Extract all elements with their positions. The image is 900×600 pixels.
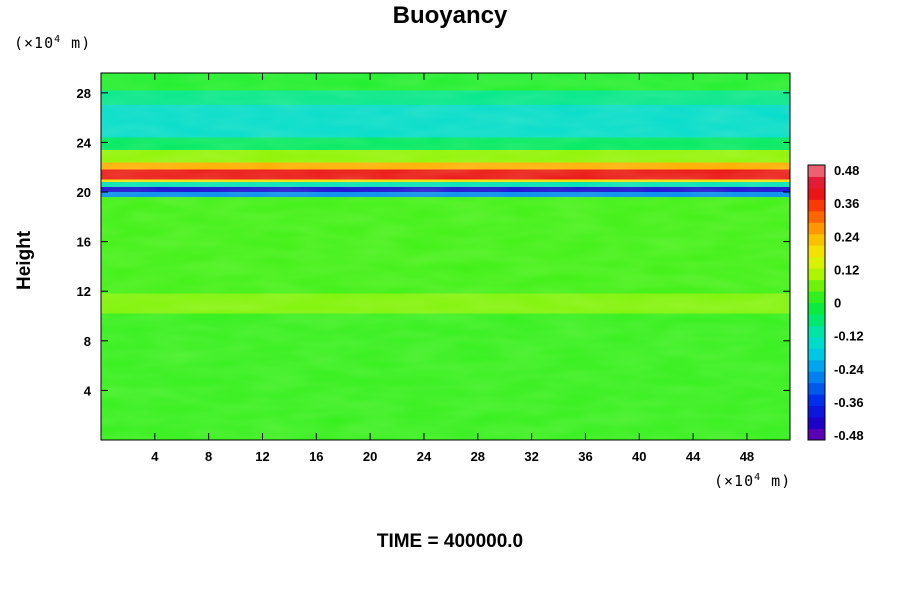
- x-tick-label: 12: [255, 449, 269, 464]
- plot-border: [100, 72, 791, 441]
- y-axis: 4 8 12 16 20 24 28: [77, 86, 790, 398]
- colorbar-level: [808, 291, 825, 303]
- colorbar-tick-label: -0.24: [834, 362, 864, 377]
- colorbar-level: [808, 417, 825, 430]
- colorbar-tick-label: 0: [834, 296, 841, 311]
- x-tick-label: 24: [417, 449, 432, 464]
- x-tick-label: 16: [309, 449, 323, 464]
- colorbar-level: [808, 302, 825, 315]
- colorbar-level: [808, 199, 825, 212]
- colorbar-level: [808, 245, 825, 258]
- x-tick-label: 48: [740, 449, 754, 464]
- colorbar: 0.48 0.36 0.24 0.12 0 -0.12 -0.24 -0.36 -0.48: [807, 163, 864, 443]
- colorbar-tick-label: -0.12: [834, 329, 864, 344]
- x-tick-label: 8: [205, 449, 212, 464]
- colorbar-level: [808, 394, 825, 407]
- colorbar-border: [807, 164, 826, 441]
- y-tick-label: 12: [77, 284, 91, 299]
- x-axis: 4 8 12 16 20 24 28 32 36 40 44 48: [151, 73, 754, 464]
- colorbar-tick-label: 0.48: [834, 163, 859, 178]
- heatmap-texture: [101, 73, 790, 440]
- y-tick-label: 24: [77, 135, 92, 150]
- colorbar-tick-label: -0.36: [834, 395, 864, 410]
- colorbar-level: [808, 325, 825, 338]
- colorbar-level: [808, 222, 825, 235]
- x-tick-label: 20: [363, 449, 377, 464]
- x-tick-label: 36: [578, 449, 592, 464]
- colorbar-level: [808, 165, 825, 177]
- colorbar-level: [808, 233, 825, 246]
- colorbar-level: [808, 210, 825, 223]
- time-label: TIME = 400000.0: [376, 531, 524, 552]
- plot-area: [100, 72, 791, 441]
- y-axis-label: Height: [14, 230, 35, 290]
- colorbar-level: [808, 382, 825, 395]
- y-tick-label: 8: [84, 334, 91, 349]
- colorbar-tick-label: 0.12: [834, 262, 859, 277]
- colorbar-level: [808, 371, 825, 384]
- colorbar-level: [808, 256, 825, 269]
- x-tick-label: 28: [471, 449, 485, 464]
- x-tick-label: 40: [632, 449, 646, 464]
- x-tick-label: 44: [686, 449, 701, 464]
- colorbar-level: [808, 187, 825, 200]
- colorbar-tick-label: -0.48: [834, 428, 864, 443]
- colorbar-level: [808, 359, 825, 372]
- colorbar-level: [808, 428, 825, 441]
- x-tick-label: 4: [151, 449, 159, 464]
- colorbar-level: [808, 336, 825, 349]
- x-tick-label: 32: [524, 449, 538, 464]
- y-tick-label: 20: [77, 185, 91, 200]
- colorbar-level: [808, 405, 825, 418]
- colorbar-level: [808, 176, 825, 189]
- colorbar-tick-label: 0.36: [834, 196, 859, 211]
- colorbar-level: [808, 279, 825, 292]
- colorbar-level: [808, 348, 825, 361]
- x-unit-label: (×104 m): [714, 472, 792, 490]
- y-tick-label: 4: [84, 383, 92, 398]
- colorbar-level: [808, 268, 825, 281]
- colorbar-tick-label: 0.24: [834, 229, 860, 244]
- y-tick-label: 28: [77, 86, 91, 101]
- y-unit-label: (×104 m): [14, 34, 92, 52]
- y-tick-label: 16: [77, 235, 91, 250]
- colorbar-level: [808, 313, 825, 326]
- chart-title: Buoyancy: [392, 2, 508, 29]
